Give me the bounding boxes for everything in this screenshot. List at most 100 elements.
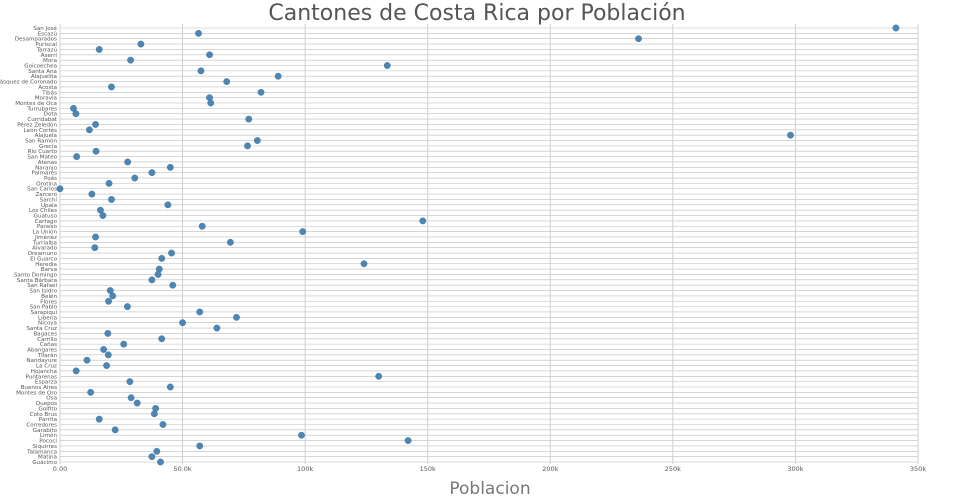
y-tick-label: San José <box>33 25 57 32</box>
y-tick-label: San Carlos <box>27 187 57 193</box>
data-point[interactable] <box>179 319 186 327</box>
data-point[interactable] <box>226 238 234 246</box>
data-point[interactable] <box>298 431 305 439</box>
data-point[interactable] <box>299 228 307 236</box>
data-point[interactable] <box>92 147 100 155</box>
data-point[interactable] <box>375 372 383 380</box>
data-point[interactable] <box>72 110 80 118</box>
data-point[interactable] <box>892 24 900 32</box>
data-point[interactable] <box>148 169 156 177</box>
y-tick-label: Puntarenas <box>26 374 58 380</box>
data-point[interactable] <box>137 40 145 48</box>
data-point[interactable] <box>127 394 135 402</box>
data-point[interactable] <box>103 362 110 369</box>
y-tick-label: Vásquez de Coronado <box>0 79 58 86</box>
y-tick-label: Santa Bárbara <box>17 277 57 284</box>
data-point[interactable] <box>223 78 231 85</box>
data-point[interactable] <box>154 271 162 278</box>
data-point[interactable] <box>83 356 91 364</box>
y-tick-label: Sarapiquí <box>31 309 58 316</box>
data-point[interactable] <box>124 303 131 311</box>
data-point[interactable] <box>104 351 112 359</box>
data-point[interactable] <box>787 131 794 139</box>
y-tick-label: El Guarco <box>30 256 57 262</box>
x-axis-title: Poblacion <box>449 479 530 499</box>
y-tick-label: San Mateo <box>27 155 57 161</box>
data-point[interactable] <box>213 324 221 332</box>
data-point[interactable] <box>196 308 204 316</box>
y-tick-label: Sarchí <box>40 196 58 203</box>
data-point[interactable] <box>150 410 158 418</box>
data-point[interactable] <box>206 51 213 59</box>
data-point[interactable] <box>245 115 253 123</box>
data-point[interactable] <box>148 276 156 284</box>
data-point[interactable] <box>196 442 204 450</box>
data-point[interactable] <box>274 72 282 80</box>
y-tick-label: Nicoya <box>38 321 57 327</box>
data-point[interactable] <box>404 437 412 444</box>
data-point[interactable] <box>100 346 108 353</box>
data-point[interactable] <box>95 46 103 53</box>
data-point[interactable] <box>72 367 80 375</box>
data-point[interactable] <box>91 244 99 252</box>
data-point[interactable] <box>104 330 112 337</box>
data-point[interactable] <box>108 83 115 91</box>
data-point[interactable] <box>133 399 141 407</box>
data-point[interactable] <box>158 254 166 262</box>
data-point[interactable] <box>169 281 177 289</box>
data-point[interactable] <box>158 335 166 343</box>
data-point[interactable] <box>73 153 81 160</box>
data-point[interactable] <box>198 222 206 230</box>
y-tick-label: Puriscal <box>35 42 57 48</box>
data-point[interactable] <box>86 126 93 134</box>
x-tick-label: 300k <box>787 465 803 473</box>
data-point[interactable] <box>257 88 265 96</box>
data-point[interactable] <box>360 260 368 268</box>
y-tick-label: Paraíso <box>37 223 58 230</box>
y-tick-label: Montes de Oro <box>16 390 57 396</box>
data-point[interactable] <box>383 62 391 69</box>
data-point[interactable] <box>95 415 103 423</box>
data-point[interactable] <box>419 217 427 225</box>
y-tick-label: Pococí <box>39 438 57 445</box>
y-tick-label: Poás <box>44 175 57 182</box>
y-tick-label: Los Chiles <box>29 208 57 214</box>
data-point[interactable] <box>157 458 164 466</box>
data-point[interactable] <box>159 421 167 428</box>
data-point[interactable] <box>253 137 261 144</box>
data-point[interactable] <box>111 426 119 434</box>
data-point[interactable] <box>207 99 215 107</box>
data-point[interactable] <box>126 378 134 386</box>
data-point[interactable] <box>166 383 174 391</box>
y-tick-label: San Pablo <box>30 305 58 311</box>
data-point[interactable] <box>87 388 95 396</box>
data-point[interactable] <box>164 201 172 209</box>
data-point[interactable] <box>109 292 117 300</box>
data-point[interactable] <box>88 190 96 198</box>
data-point[interactable] <box>131 174 139 182</box>
data-point[interactable] <box>120 340 128 348</box>
data-point[interactable] <box>92 233 99 241</box>
data-point[interactable] <box>244 142 251 150</box>
data-point[interactable] <box>105 297 112 305</box>
y-tick-label: Alajuela <box>35 133 57 139</box>
data-point[interactable] <box>168 249 175 257</box>
data-point[interactable] <box>56 185 64 193</box>
data-point[interactable] <box>108 196 115 203</box>
data-point[interactable] <box>233 313 240 321</box>
data-point[interactable] <box>635 35 642 43</box>
y-tick-label: Tilarán <box>37 352 58 359</box>
data-point[interactable] <box>124 158 132 166</box>
x-tick-label: 150k <box>420 465 436 473</box>
data-point[interactable] <box>127 56 135 64</box>
data-point[interactable] <box>197 67 205 75</box>
y-tick-label: San Isidro <box>29 289 57 295</box>
data-point[interactable] <box>166 163 174 171</box>
data-point[interactable] <box>99 212 107 219</box>
y-tick-label: Flores <box>40 299 57 305</box>
data-point[interactable] <box>195 29 202 37</box>
data-point[interactable] <box>105 179 113 187</box>
data-point[interactable] <box>148 453 156 461</box>
data-point[interactable] <box>153 447 161 455</box>
data-point[interactable] <box>92 121 99 128</box>
